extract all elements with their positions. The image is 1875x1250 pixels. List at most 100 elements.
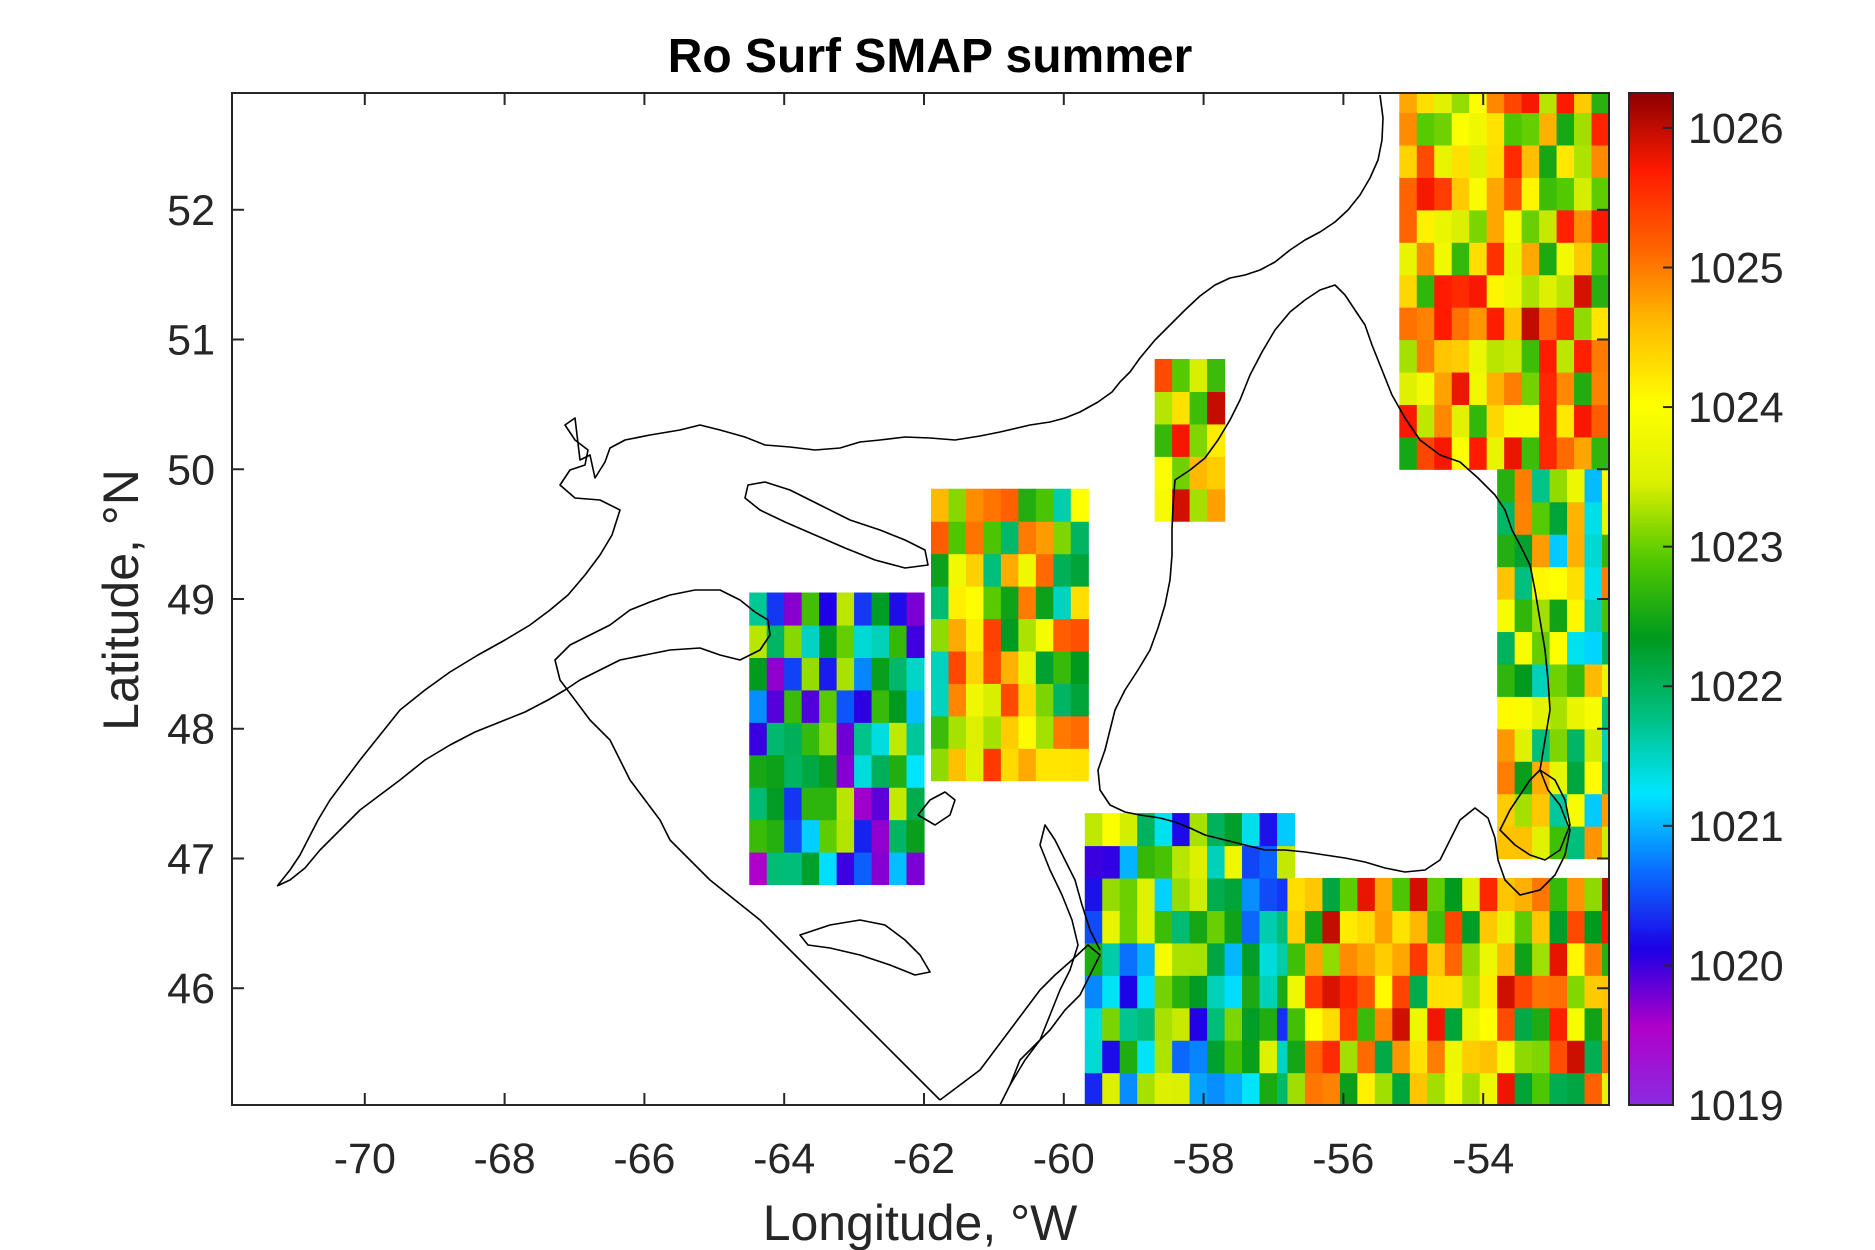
heatmap-cell: [1189, 358, 1208, 393]
heatmap-cell: [889, 754, 908, 788]
heatmap-cell: [1000, 586, 1019, 620]
heatmap-cell: [1172, 423, 1191, 457]
heatmap-cell: [1514, 942, 1533, 976]
heatmap-cell: [1339, 877, 1358, 911]
heatmap-cell: [1539, 242, 1558, 276]
heatmap-cell: [930, 586, 950, 620]
coastlines: [276, 94, 1571, 1105]
heatmap-cell: [1532, 469, 1551, 503]
heatmap-cell: [1521, 242, 1540, 276]
heatmap-cell: [1399, 274, 1418, 308]
heatmap-cell: [801, 657, 820, 691]
heatmap-cell: [1154, 423, 1173, 457]
y-tick-label: 49: [167, 576, 215, 624]
heatmap-cell: [1451, 177, 1470, 211]
colorbar-gradient: [1628, 92, 1674, 1106]
heatmap-cell: [1549, 501, 1568, 535]
heatmap-cell: [1514, 793, 1533, 827]
heatmap-cell: [1574, 242, 1593, 276]
heatmap-cell: [906, 657, 925, 691]
heatmap-cell: [1574, 371, 1593, 405]
heatmap-cell: [749, 852, 768, 886]
heatmap-cell: [965, 683, 985, 717]
heatmap-cell: [889, 689, 908, 723]
heatmap-cell: [1584, 975, 1603, 1009]
heatmap-cell: [930, 715, 950, 749]
heatmap-cell: [1486, 436, 1505, 470]
heatmap-cell: [1416, 144, 1435, 178]
heatmap-cell: [906, 592, 925, 626]
heatmap-cell: [784, 624, 803, 658]
colorbar-ticks: 1019 1020 1021 1022 1023 1024 1025 1026: [1663, 105, 1784, 1130]
heatmap-cell: [1574, 209, 1593, 243]
heatmap-cell: [1602, 566, 1609, 600]
x-axis-label: Longitude, °W: [763, 1195, 1078, 1250]
x-tick-label: -60: [1033, 1135, 1095, 1183]
heatmap-cell: [1434, 112, 1453, 146]
heatmap-cell: [906, 722, 925, 756]
heatmap-cell: [965, 521, 985, 555]
heatmap-cell: [1514, 696, 1533, 730]
heatmap-cell: [854, 787, 873, 821]
heatmap-cell: [1084, 975, 1103, 1009]
heatmap-cell: [1409, 1072, 1428, 1105]
y-tick-label: 48: [167, 706, 215, 754]
heatmap-cell: [1224, 975, 1243, 1009]
heatmap-cell: [983, 650, 1002, 684]
heatmap-cell: [1084, 910, 1103, 944]
heatmap-cell: [1567, 761, 1586, 795]
heatmap-cell: [1434, 404, 1453, 438]
heatmap-cell: [1574, 404, 1593, 438]
heatmap-cell: [749, 754, 768, 788]
heatmap-cell: [1322, 877, 1341, 911]
heatmap-cell: [749, 657, 768, 691]
heatmap-cell: [1070, 521, 1089, 555]
heatmap-cell: [1539, 307, 1558, 341]
heatmap-cell: [1035, 521, 1054, 555]
heatmap-cell: [948, 553, 967, 587]
heatmap-cell: [1070, 488, 1089, 522]
heatmap-cell: [1451, 242, 1470, 276]
heatmap-cell: [1602, 910, 1609, 944]
heatmap-cell: [906, 819, 925, 853]
heatmap-cell: [1497, 942, 1516, 976]
heatmap-cell: [1119, 877, 1138, 911]
heatmap-cell: [1504, 242, 1523, 276]
y-axis-label: Latitude, °N: [93, 469, 149, 731]
heatmap-cell: [1053, 553, 1072, 587]
heatmap-cell: [1102, 975, 1121, 1009]
heatmap-cell: [1242, 942, 1261, 976]
heatmap-cell: [1451, 339, 1470, 373]
heatmap-cell: [1000, 521, 1019, 555]
heatmap-cell: [1497, 663, 1516, 697]
heatmap-cell: [1137, 975, 1156, 1009]
coastline-cape-breton: [1009, 824, 1101, 1086]
heatmap-cell: [1154, 1040, 1173, 1074]
heatmap-cell: [1444, 1040, 1463, 1074]
heatmap-cell: [1189, 423, 1208, 457]
heatmap-cell: [1584, 599, 1603, 633]
heatmap-cell: [1154, 910, 1173, 944]
heatmap-cell: [1549, 663, 1568, 697]
heatmap-cell: [1504, 209, 1523, 243]
heatmap-cell: [1000, 618, 1019, 652]
heatmap-cell: [1451, 371, 1470, 405]
heatmap-cell: [1539, 93, 1558, 114]
heatmap-cell: [889, 722, 908, 756]
heatmap-cell: [1392, 975, 1411, 1009]
heatmap-cell: [819, 754, 838, 788]
heatmap-cell: [1224, 1072, 1243, 1105]
heatmap-cell: [871, 754, 890, 788]
heatmap-cell: [1567, 534, 1586, 568]
heatmap-cell: [1427, 910, 1446, 944]
heatmap-cell: [1556, 436, 1575, 470]
colorbar-tick-label: 1019: [1688, 1082, 1784, 1130]
heatmap-cell: [1035, 586, 1054, 620]
heatmap-cell: [749, 722, 768, 756]
heatmap-cell: [1357, 1072, 1376, 1105]
heatmap-cell: [1207, 813, 1226, 847]
heatmap-cell: [1591, 404, 1609, 438]
heatmap-cell: [1462, 975, 1481, 1009]
heatmap-cell: [889, 624, 908, 658]
heatmap-cell: [749, 689, 768, 723]
